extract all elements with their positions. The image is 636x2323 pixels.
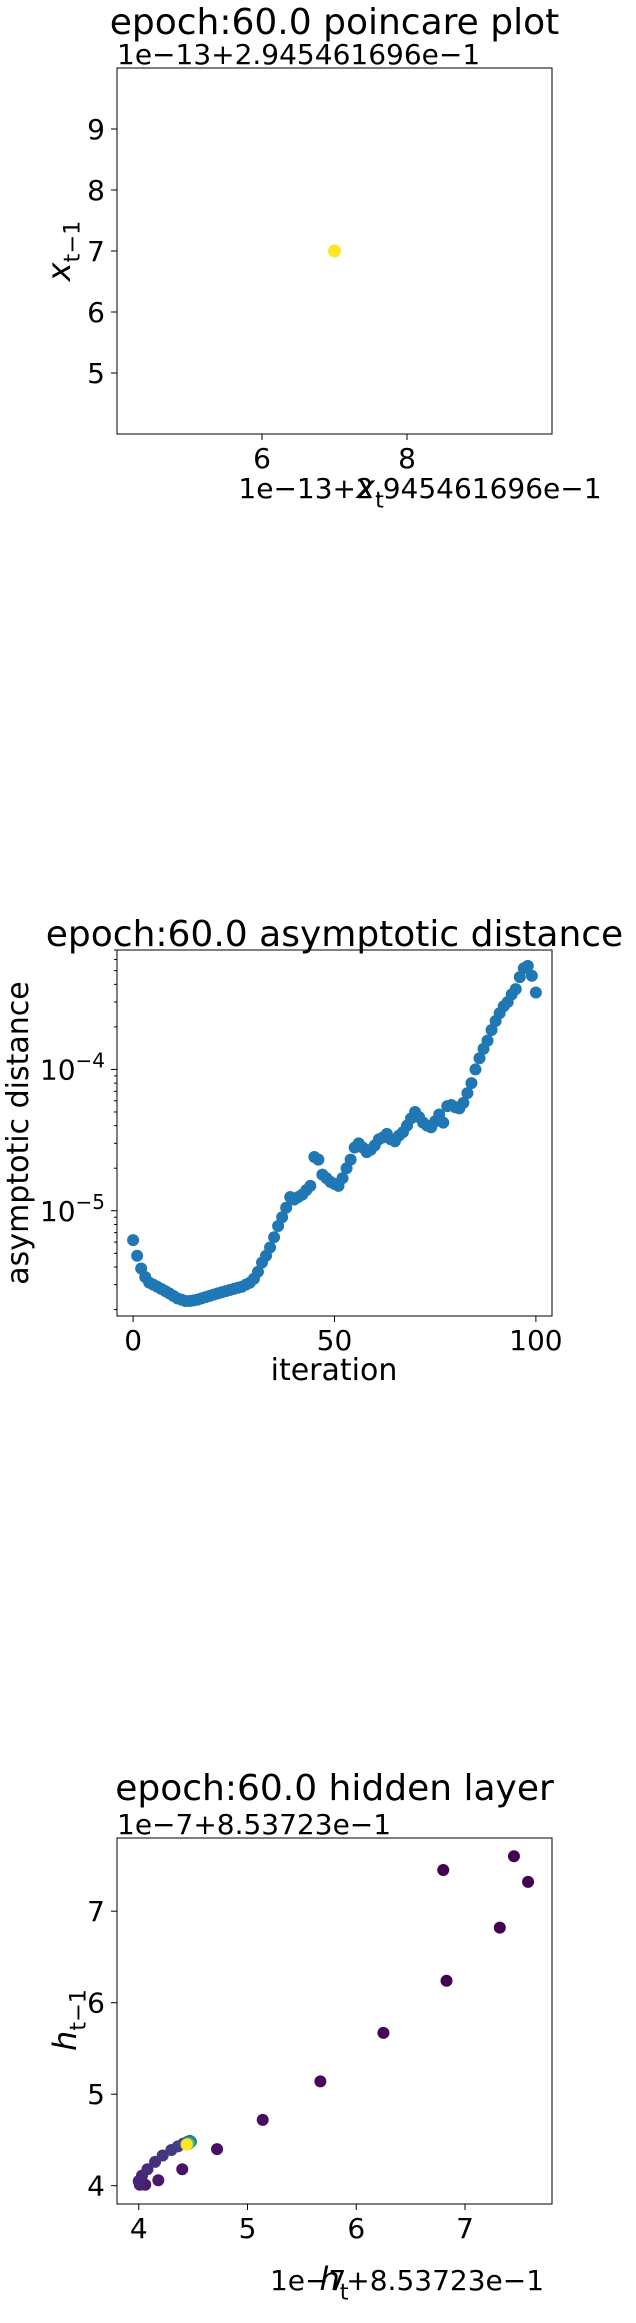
y-tick-label: 10−4 bbox=[40, 1048, 105, 1086]
y-tick-label: 6 bbox=[87, 296, 105, 329]
data-point bbox=[152, 2174, 165, 2187]
svg-text:xt−1: xt−1 bbox=[40, 221, 86, 283]
data-point bbox=[304, 1179, 317, 1192]
x-tick-label: 5 bbox=[239, 2212, 257, 2245]
data-point bbox=[312, 1153, 325, 1166]
data-point bbox=[280, 1201, 293, 1214]
y-axis-label: asymptotic distance bbox=[1, 981, 36, 1284]
data-point bbox=[465, 1077, 478, 1090]
data-point bbox=[141, 2163, 154, 2176]
x-axis-label: iteration bbox=[271, 1353, 398, 1388]
y-tick-label: 5 bbox=[87, 2078, 105, 2111]
data-point bbox=[507, 1850, 520, 1863]
y-offset-label: 1e−13+2.945461696e−1 bbox=[117, 38, 480, 71]
x-axis-label: xt bbox=[355, 468, 384, 514]
x-tick-label: 100 bbox=[509, 1324, 562, 1357]
data-point bbox=[211, 2143, 224, 2156]
y-tick-label: 6 bbox=[87, 1987, 105, 2020]
data-point bbox=[276, 1211, 289, 1224]
plot-frame bbox=[116, 949, 553, 1317]
x-tick-label: 8 bbox=[398, 442, 416, 475]
chart-3: epoch:60.0 hidden layer 4 5 6 7 4 5 6 7 1e−7+8.53… bbox=[46, 1768, 554, 2306]
x-tick-label: 4 bbox=[130, 2212, 148, 2245]
data-point bbox=[156, 2149, 169, 2162]
data-point bbox=[529, 986, 542, 999]
chart-title: epoch:60.0 asymptotic distance bbox=[46, 914, 623, 955]
svg-text:ht: ht bbox=[319, 2260, 348, 2306]
y-axis-label: ht−1 bbox=[46, 1989, 92, 2051]
y-tick-label: 7 bbox=[87, 235, 105, 268]
data-point bbox=[461, 1087, 474, 1100]
data-point bbox=[251, 1265, 264, 1278]
data-point bbox=[440, 1974, 453, 1987]
data-point bbox=[314, 2075, 327, 2088]
y-tick-label: 7 bbox=[87, 1895, 105, 1928]
data-point bbox=[437, 1116, 450, 1129]
x-axis-label: ht bbox=[319, 2260, 348, 2306]
y-tick-label: 4 bbox=[87, 2170, 105, 2203]
data-point bbox=[525, 969, 538, 982]
chart-title: epoch:60.0 poincare plot bbox=[110, 2, 560, 43]
x-offset-label: 1e−13+2.945461696e−1 bbox=[238, 472, 601, 505]
data-point bbox=[493, 1921, 506, 1934]
data-point bbox=[457, 1096, 470, 1109]
data-point bbox=[377, 2026, 390, 2039]
data-point bbox=[336, 1172, 349, 1185]
y-tick-label: 5 bbox=[87, 357, 105, 390]
data-point bbox=[256, 2113, 269, 2126]
svg-text:xt: xt bbox=[355, 468, 384, 514]
data-point bbox=[176, 2163, 189, 2176]
chart-1: epoch:60.0 poincare plot 6 8 5 6 7 8 9 1e−13+2.9… bbox=[40, 2, 602, 514]
y-axis-label: xt−1 bbox=[40, 221, 86, 283]
data-point bbox=[268, 1231, 281, 1244]
x-tick-label: 50 bbox=[317, 1324, 353, 1357]
x-offset-label: 1e−7+8.53723e−1 bbox=[270, 2264, 544, 2297]
data-point bbox=[522, 1875, 535, 1888]
x-tick-label: 7 bbox=[456, 2212, 474, 2245]
data-point bbox=[437, 1864, 450, 1877]
chart-2: epoch:60.0 asymptotic distance 0 50 100 10−5… bbox=[1, 914, 623, 1388]
y-tick-label: 9 bbox=[87, 113, 105, 146]
data-point bbox=[344, 1153, 357, 1166]
svg-text:ht−1: ht−1 bbox=[46, 1989, 92, 2051]
x-tick-label: 0 bbox=[124, 1324, 142, 1357]
data-point bbox=[473, 1052, 486, 1065]
data-point bbox=[328, 244, 341, 258]
data-point bbox=[485, 1024, 498, 1037]
data-point bbox=[180, 2138, 193, 2151]
data-point bbox=[481, 1034, 494, 1047]
y-tick-label: 8 bbox=[87, 174, 105, 207]
y-offset-label: 1e−7+8.53723e−1 bbox=[117, 1808, 391, 1841]
data-point bbox=[521, 959, 534, 972]
data-point bbox=[509, 983, 522, 996]
chart-title: epoch:60.0 hidden layer bbox=[115, 1768, 554, 1809]
data-point bbox=[264, 1241, 277, 1254]
y-tick-label: 10−5 bbox=[40, 1190, 105, 1228]
plot-frame bbox=[116, 1837, 553, 2205]
data-point bbox=[131, 1249, 144, 1262]
x-tick-label: 6 bbox=[253, 442, 271, 475]
x-tick-label: 6 bbox=[347, 2212, 365, 2245]
data-point bbox=[469, 1063, 482, 1076]
data-point bbox=[127, 1234, 140, 1247]
